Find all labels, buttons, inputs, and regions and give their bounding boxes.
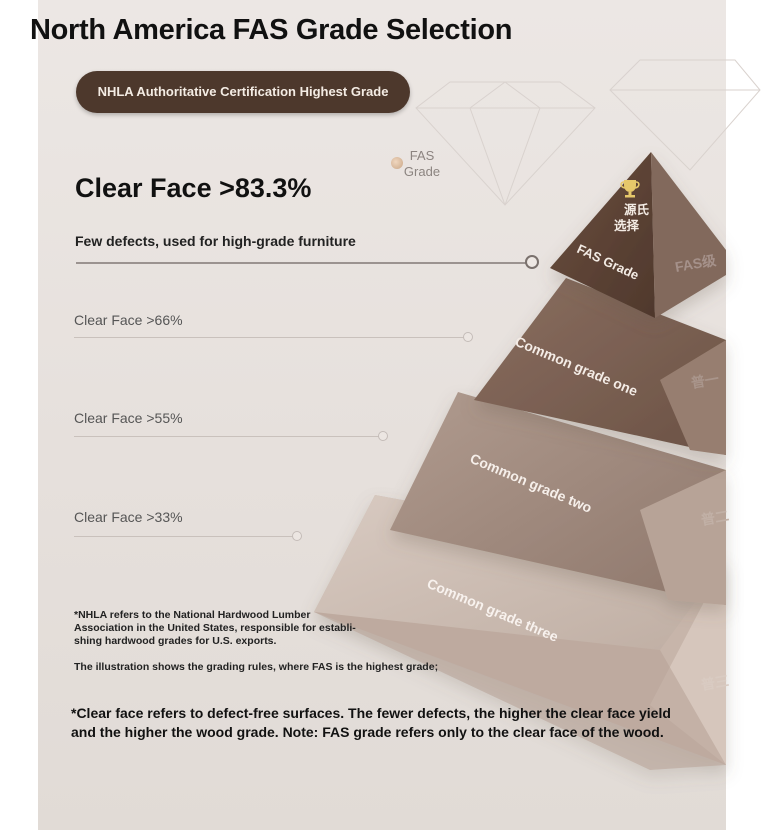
fas-marker-line2: Grade <box>403 164 441 179</box>
nhla-certification-badge: NHLA Authoritative Certification Highest… <box>76 71 410 113</box>
trophy-icon <box>620 180 640 198</box>
pyramid-level-one <box>474 278 726 455</box>
tier-label-grade-one: Clear Face >66% <box>74 312 183 328</box>
fas-leader-line <box>76 262 526 264</box>
tier-label-grade-two: Clear Face >55% <box>74 410 183 426</box>
tier-line-grade-three <box>74 536 294 537</box>
pyramid-level-three-side-label: 普三 <box>700 672 730 693</box>
pyramid-top-side-label: FAS级 <box>674 252 718 275</box>
tier-ring-grade-three <box>292 531 302 541</box>
fas-leader-ring <box>525 255 539 269</box>
fas-clear-face-headline: Clear Face >83.3% <box>75 173 312 203</box>
nhla-note-line2: Association in the United States, respon… <box>74 622 356 634</box>
nhla-note-line1: *NHLA refers to the National Hardwood Lu… <box>74 609 311 621</box>
nhla-note-line3: shing hardwood grades for U.S. exports. <box>74 635 277 647</box>
pyramid-level-two-side-label: 普二 <box>700 507 730 528</box>
pyramid-level-one-side-label: 普一 <box>690 370 720 391</box>
pyramid-level-two <box>390 392 726 605</box>
tier-ring-grade-one <box>463 332 473 342</box>
fas-marker-label: FAS Grade <box>402 148 442 180</box>
pyramid-top-cn-line1: 源氏 <box>624 202 650 217</box>
fas-marker-dot <box>391 157 403 169</box>
tier-ring-grade-two <box>378 431 388 441</box>
tier-line-grade-two <box>74 436 380 437</box>
fas-marker-line1: FAS <box>409 148 435 163</box>
tier-line-grade-one <box>74 337 466 338</box>
pyramid-top-cn-line2: 选择 <box>614 218 640 233</box>
tier-label-grade-three: Clear Face >33% <box>74 509 183 525</box>
fas-description: Few defects, used for high-grade furnitu… <box>75 233 356 249</box>
illustration-note: The illustration shows the grading rules… <box>74 661 439 673</box>
page-title: North America FAS Grade Selection <box>30 14 513 46</box>
clear-face-footnote: *Clear face refers to defect-free surfac… <box>71 705 671 740</box>
nhla-note: *NHLA refers to the National Hardwood Lu… <box>74 609 356 648</box>
